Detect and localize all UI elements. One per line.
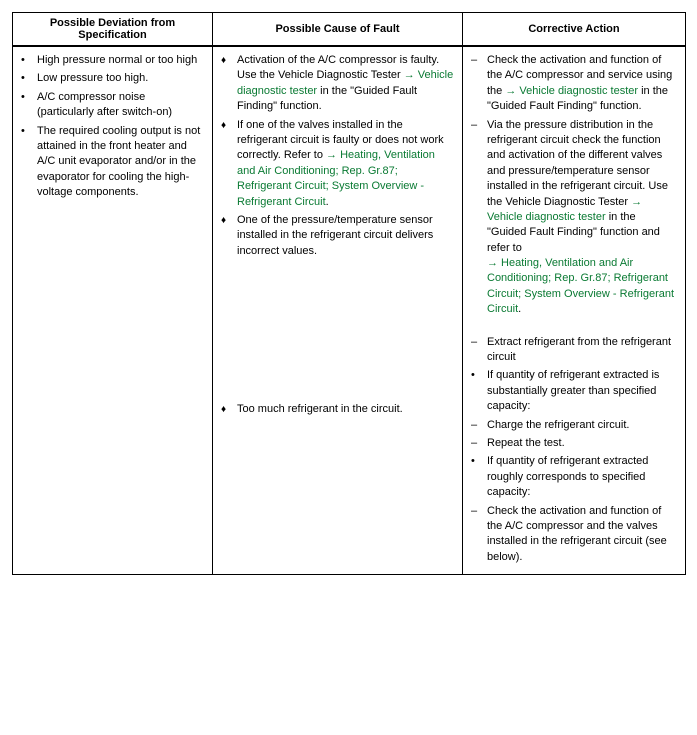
list-item-text: If one of the valves installed in the re… xyxy=(237,119,444,208)
list-item-text: If quantity of refrigerant extracted is … xyxy=(487,369,659,412)
list-item: If quantity of refrigerant extracted is … xyxy=(469,368,677,414)
list-item-text: One of the pressure/temperature sensor i… xyxy=(237,214,433,257)
cause-list-2: Too much refrigerant in the circuit. xyxy=(219,402,454,417)
diamond-icon xyxy=(221,213,226,228)
dash-icon xyxy=(471,335,477,350)
list-item: Too much refrigerant in the circuit. xyxy=(219,402,454,417)
list-item: Activation of the A/C compressor is faul… xyxy=(219,53,454,115)
list-item: Check the activation and function of the… xyxy=(469,53,677,115)
list-item: Via the pressure distribution in the ref… xyxy=(469,118,677,318)
list-item: One of the pressure/temperature sensor i… xyxy=(219,213,454,259)
bullet-icon xyxy=(21,53,25,68)
link-text[interactable]: → Heating, Ventilation and Air Condition… xyxy=(487,257,674,315)
list-item: If one of the valves installed in the re… xyxy=(219,118,454,210)
deviation-list: High pressure normal or too high Low pre… xyxy=(19,53,204,201)
list-item-text: Via the pressure distribution in the ref… xyxy=(487,119,674,316)
list-item: High pressure normal or too high xyxy=(19,53,204,68)
list-item-text: Low pressure too high. xyxy=(37,72,148,84)
list-item: The required cooling output is not attai… xyxy=(19,124,204,201)
header-cause: Possible Cause of Fault xyxy=(213,13,463,47)
dash-icon xyxy=(471,418,477,433)
list-item-text: Repeat the test. xyxy=(487,437,565,449)
bullet-icon xyxy=(21,90,25,105)
bullet-icon xyxy=(21,71,25,86)
list-item: Low pressure too high. xyxy=(19,71,204,86)
list-item: Charge the refrigerant circuit. xyxy=(469,418,677,433)
diamond-icon xyxy=(221,402,226,417)
list-item-text: Check the activation and function of the… xyxy=(487,54,672,112)
text-part: Via the pressure distribution in the ref… xyxy=(487,119,668,208)
list-item: Repeat the test. xyxy=(469,436,677,451)
dash-icon xyxy=(471,118,477,133)
text-part: . xyxy=(518,303,521,315)
bullet-icon xyxy=(471,454,475,469)
list-item: A/C compressor noise (particularly after… xyxy=(19,90,204,121)
list-item: Extract refrigerant from the refrigerant… xyxy=(469,335,677,366)
action-list-2: Extract refrigerant from the refrigerant… xyxy=(469,335,677,565)
cell-deviation: High pressure normal or too high Low pre… xyxy=(13,46,213,575)
list-item-text: Activation of the A/C compressor is faul… xyxy=(237,54,453,112)
bullet-icon xyxy=(471,368,475,383)
link-text[interactable]: → Vehicle diagnostic tester xyxy=(505,85,638,97)
troubleshooting-table: Possible Deviation from Specification Po… xyxy=(12,12,686,575)
list-item-text: Extract refrigerant from the refrigerant… xyxy=(487,336,671,363)
cell-action: Check the activation and function of the… xyxy=(463,46,686,575)
header-deviation: Possible Deviation from Specification xyxy=(13,13,213,47)
list-item: Check the activation and function of the… xyxy=(469,504,677,566)
diamond-icon xyxy=(221,53,226,68)
list-item-text: Check the activation and function of the… xyxy=(487,505,667,563)
cause-list-1: Activation of the A/C compressor is faul… xyxy=(219,53,454,259)
dash-icon xyxy=(471,436,477,451)
diamond-icon xyxy=(221,118,226,133)
bullet-icon xyxy=(21,124,25,139)
header-action: Corrective Action xyxy=(463,13,686,47)
text-part: . xyxy=(326,196,329,208)
action-list-1: Check the activation and function of the… xyxy=(469,53,677,318)
list-item-text: If quantity of refrigerant extracted rou… xyxy=(487,455,648,498)
dash-icon xyxy=(471,504,477,519)
list-item-text: A/C compressor noise (particularly after… xyxy=(37,91,172,118)
list-item-text: High pressure normal or too high xyxy=(37,54,197,66)
dash-icon xyxy=(471,53,477,68)
cell-cause: Activation of the A/C compressor is faul… xyxy=(213,46,463,575)
list-item: If quantity of refrigerant extracted rou… xyxy=(469,454,677,500)
list-item-text: Too much refrigerant in the circuit. xyxy=(237,403,403,415)
list-item-text: The required cooling output is not attai… xyxy=(37,125,200,199)
list-item-text: Charge the refrigerant circuit. xyxy=(487,419,629,431)
